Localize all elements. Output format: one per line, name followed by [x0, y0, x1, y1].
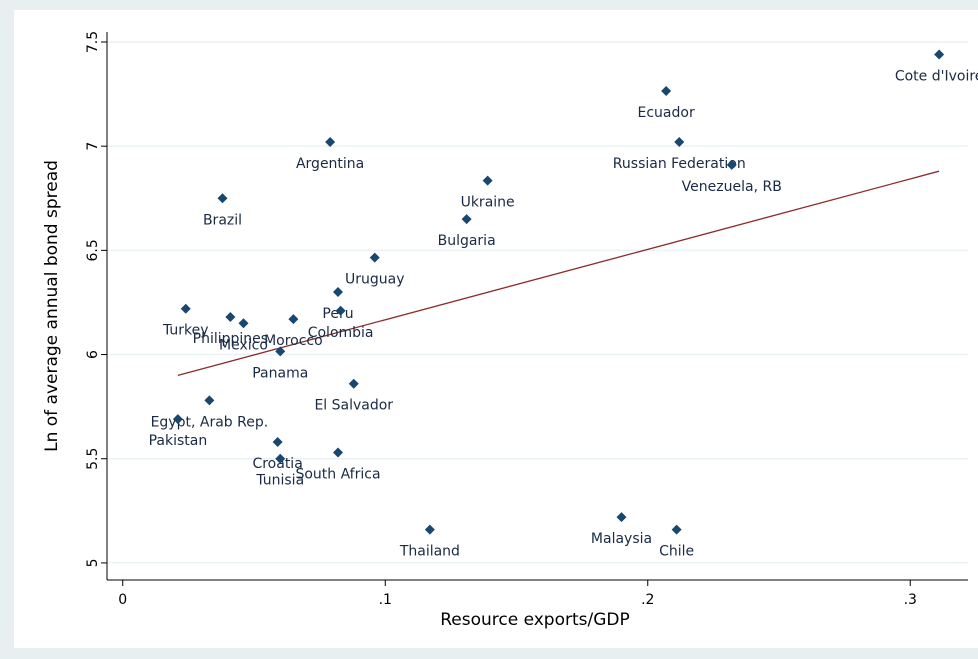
point [482, 175, 493, 186]
point [288, 314, 299, 325]
point [238, 318, 249, 329]
x-tick-label: .3 [904, 592, 917, 608]
point [671, 524, 682, 535]
point-label: Bulgaria [438, 233, 496, 249]
point-label: Turkey [162, 323, 209, 339]
point-label: Colombia [308, 325, 374, 341]
point-label: Mexico [219, 337, 268, 353]
y-tick-label: 6.5 [85, 239, 101, 261]
point [325, 137, 336, 148]
point-label: Morocco [264, 333, 323, 349]
point [616, 512, 627, 523]
point [674, 137, 685, 148]
point-label: South Africa [295, 466, 380, 482]
point-label: Ukraine [461, 195, 515, 211]
point [217, 193, 228, 204]
point-label: Argentina [296, 156, 364, 172]
point [726, 159, 737, 170]
y-tick-label: 6 [85, 350, 101, 359]
x-tick-label: .2 [641, 592, 654, 608]
point-label: Malaysia [591, 531, 652, 547]
point-label: Thailand [399, 544, 460, 560]
point [172, 414, 183, 425]
graph-region [14, 10, 978, 648]
point-label: Uruguay [345, 272, 405, 288]
point [424, 524, 435, 535]
x-tick-label: 0 [118, 592, 127, 608]
point [275, 346, 286, 357]
x-tick-label: .1 [379, 592, 392, 608]
point-label: Venezuela, RB [682, 179, 782, 195]
point [204, 395, 215, 406]
point-label: Peru [322, 306, 353, 322]
point-label: Egypt, Arab Rep. [151, 414, 269, 430]
x-axis-title: Resource exports/GDP [440, 610, 630, 630]
point-label: Cote d'Ivoire [895, 69, 978, 85]
point-label: El Salvador [314, 398, 393, 414]
point-label: Croatia [252, 456, 302, 472]
point [661, 85, 672, 96]
point [934, 49, 945, 60]
point-label: Chile [659, 544, 694, 560]
point [333, 447, 343, 458]
point-label: Panama [252, 365, 308, 381]
point-label: Tunisia [255, 473, 304, 489]
point-label: Pakistan [149, 433, 208, 449]
point [225, 312, 236, 323]
point [275, 453, 286, 464]
fit-line [177, 170, 940, 377]
point [333, 287, 343, 298]
point [461, 214, 472, 225]
point [180, 303, 191, 314]
point-label: Philippines [193, 331, 268, 347]
point-label: Russian Federation [613, 156, 746, 172]
y-tick-label: 5 [85, 558, 101, 567]
y-tick-label: 5.5 [85, 448, 101, 470]
y-tick-label: 7.5 [85, 31, 101, 53]
point [348, 378, 359, 389]
point-label: Ecuador [638, 105, 695, 121]
point [369, 252, 380, 263]
point-label: Brazil [203, 212, 242, 228]
y-axis-title: Ln of average annual bond spread [42, 160, 62, 452]
y-tick-label: 7 [85, 142, 101, 151]
point [272, 437, 283, 448]
point [335, 305, 346, 316]
